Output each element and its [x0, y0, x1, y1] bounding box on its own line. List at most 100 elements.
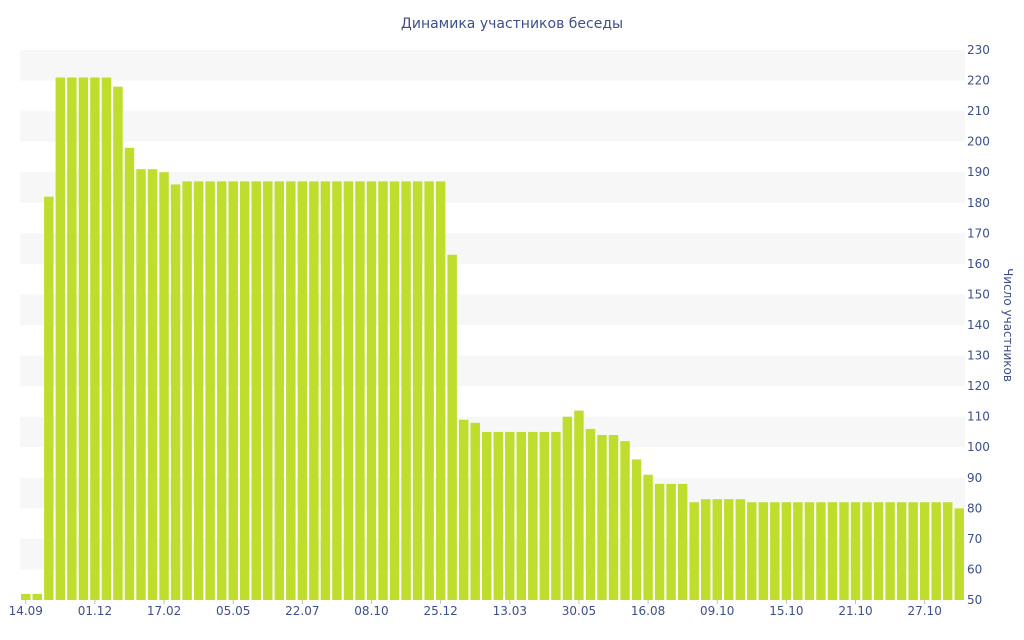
bar: [781, 502, 792, 600]
y-tick-label: 90: [967, 471, 982, 485]
bar: [435, 181, 446, 600]
bar: [286, 181, 296, 600]
bar: [366, 181, 377, 600]
bar: [620, 441, 630, 600]
bar: [516, 431, 527, 600]
bar: [551, 431, 561, 600]
y-tick-label: 230: [967, 43, 990, 57]
bar: [67, 77, 77, 600]
bar: [735, 499, 745, 600]
bar: [332, 181, 342, 600]
y-tick-label: 210: [967, 104, 990, 118]
bar: [412, 181, 423, 600]
bar: [562, 416, 573, 600]
y-tick-label: 160: [967, 257, 990, 271]
bar: [919, 502, 930, 600]
x-tick-label: 01.12: [78, 604, 112, 618]
x-tick-label: 25.12: [423, 604, 457, 618]
bar: [320, 181, 331, 600]
bar: [470, 422, 480, 600]
bar: [816, 502, 826, 600]
bar: [147, 169, 158, 601]
bar: [240, 181, 250, 600]
bar: [378, 181, 388, 600]
grid-band: [20, 111, 965, 142]
bar: [205, 181, 215, 600]
bar: [251, 181, 261, 600]
y-tick-label: 80: [967, 501, 982, 515]
y-tick-label: 70: [967, 532, 982, 546]
y-tick-label: 110: [967, 410, 990, 424]
bar: [113, 86, 123, 601]
bar: [597, 435, 607, 600]
bar: [44, 196, 54, 601]
bar: [309, 181, 319, 600]
x-tick-label: 08.10: [354, 604, 388, 618]
bar: [458, 419, 469, 600]
bar: [724, 499, 734, 600]
chart-title: Динамика участников беседы: [401, 16, 623, 32]
bar: [343, 181, 354, 600]
bar: [896, 502, 907, 600]
x-tick-label: 09.10: [700, 604, 734, 618]
bar: [954, 508, 964, 600]
bar: [885, 502, 895, 600]
bar: [654, 483, 665, 600]
bar: [677, 483, 688, 600]
bar: [747, 502, 757, 600]
x-tick-label: 30.05: [562, 604, 596, 618]
x-tick-label: 13.03: [493, 604, 527, 618]
y-axis-ticks: 50 60 70 80 90 100 110 120 130 140 150 160 170 180 190…: [967, 43, 990, 607]
bar: [539, 431, 550, 600]
bar: [700, 499, 711, 600]
bar: [297, 181, 308, 600]
x-tick-label: 16.08: [631, 604, 665, 618]
grid-band: [20, 50, 965, 81]
bar: [942, 502, 953, 600]
y-tick-label: 170: [967, 226, 990, 240]
bar: [182, 181, 192, 600]
bar: [908, 502, 918, 600]
y-tick-label: 130: [967, 349, 990, 363]
bar: [193, 181, 204, 600]
bar: [136, 169, 146, 601]
bar: [355, 181, 365, 600]
bar: [608, 435, 619, 600]
bar: [263, 181, 273, 600]
bar: [32, 593, 43, 600]
bar: [401, 181, 411, 600]
y-axis-label: Число участников: [1001, 268, 1015, 382]
bar: [804, 502, 815, 600]
y-tick-label: 220: [967, 74, 990, 88]
x-tick-label: 15.10: [769, 604, 803, 618]
bar: [574, 410, 584, 600]
bar: [666, 483, 676, 600]
y-tick-label: 60: [967, 562, 982, 576]
y-tick-label: 190: [967, 165, 990, 179]
bar: [55, 77, 66, 600]
bar: [274, 181, 285, 600]
bar: [124, 147, 135, 600]
bar: [758, 502, 769, 600]
bar: [90, 77, 100, 600]
x-tick-label: 21.10: [838, 604, 872, 618]
bar: [712, 499, 722, 600]
x-tick-label: 05.05: [216, 604, 250, 618]
bar: [793, 502, 803, 600]
bar: [862, 502, 872, 600]
bar: [585, 428, 596, 600]
bar: [447, 254, 457, 600]
bar: [839, 502, 849, 600]
bar: [631, 459, 642, 600]
y-tick-label: 180: [967, 196, 990, 210]
bar: [482, 431, 492, 600]
y-tick-label: 120: [967, 379, 990, 393]
bar: [505, 431, 515, 600]
bar: [493, 431, 503, 600]
x-axis-ticks: 14.09 01.12 17.02 05.05 22.07 08.10 25.12 13.03…: [9, 600, 942, 618]
bar: [689, 502, 699, 600]
bars-group: [21, 77, 964, 601]
bar: [101, 77, 112, 600]
